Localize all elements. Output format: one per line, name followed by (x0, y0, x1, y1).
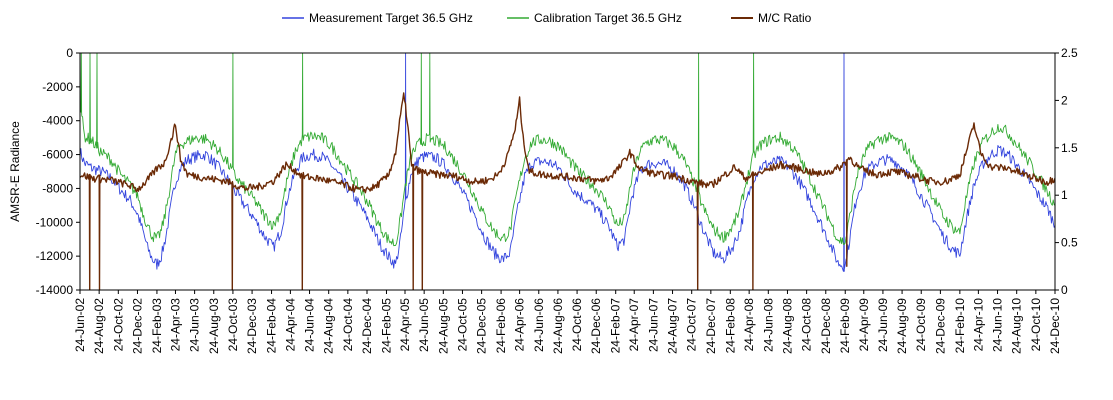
x-tick-label: 24-Apr-04 (283, 298, 297, 352)
legend-label: Calibration Target 36.5 GHz (534, 11, 682, 25)
y-tick-label: -2000 (42, 80, 73, 94)
y2-tick-label: 2.5 (1061, 46, 1078, 60)
y-axis-title: AMSR-E Radiance (8, 121, 22, 222)
x-tick-label: 24-Feb-08 (723, 298, 737, 354)
x-tick-label: 24-Apr-06 (513, 298, 527, 352)
x-tick-label: 24-Jun-02 (73, 298, 87, 352)
x-tick-label: 24-Aug-10 (1010, 298, 1024, 354)
x-tick-label: 24-Feb-06 (494, 298, 508, 354)
y-tick-label: -4000 (42, 114, 73, 128)
x-tick-label: 24-Aug-06 (551, 298, 565, 354)
x-tick-label: 24-Jun-04 (303, 298, 317, 352)
y2-tick-label: 2 (1061, 93, 1068, 107)
x-tick-label: 24-Dec-09 (933, 298, 947, 354)
x-tick-label: 24-Aug-02 (92, 298, 106, 354)
x-tick-label: 24-Feb-09 (838, 298, 852, 354)
x-tick-label: 24-Aug-04 (322, 298, 336, 354)
x-tick-label: 24-Apr-08 (742, 298, 756, 352)
x-tick-label: 24-Dec-06 (589, 298, 603, 354)
x-tick-label: 24-Aug-09 (895, 298, 909, 354)
x-tick-label: 24-Feb-03 (150, 298, 164, 354)
x-tick-label: 24-Feb-10 (953, 298, 967, 354)
x-tick-label: 24-Oct-08 (800, 298, 814, 352)
x-tick-label: 24-Jun-08 (761, 298, 775, 352)
x-tick-label: 24-Aug-05 (436, 298, 450, 354)
x-tick-label: 24-Feb-07 (609, 298, 623, 354)
x-tick-label: 24-Oct-06 (570, 298, 584, 352)
legend-label: M/C Ratio (758, 11, 812, 25)
y-tick-label: -8000 (42, 181, 73, 195)
y2-tick-label: 1.5 (1061, 141, 1078, 155)
x-tick-label: 24-Oct-07 (685, 298, 699, 352)
series-layer (80, 53, 1055, 290)
y2-tick-label: 0 (1061, 283, 1068, 297)
y-tick-label: 0 (66, 46, 73, 60)
x-tick-label: 24-Aug-08 (780, 298, 794, 354)
y-tick-label: -12000 (36, 249, 74, 263)
y2-tick-label: 0.5 (1061, 236, 1078, 250)
y-tick-label: -10000 (36, 215, 74, 229)
series-group (80, 53, 1055, 290)
x-tick-label: 24-Oct-09 (914, 298, 928, 352)
x-tick-label: 24-Dec-05 (475, 298, 489, 354)
x-tick-label: 24-Jun-09 (876, 298, 890, 352)
x-tick-label: 24-Apr-10 (971, 298, 985, 352)
x-tick-label: 24-Feb-05 (379, 298, 393, 354)
plot-frame (79, 52, 1056, 291)
x-tick-label: 24-Oct-03 (226, 298, 240, 352)
x-tick-label: 24-Dec-02 (130, 298, 144, 354)
x-tick-label: 24-Oct-02 (111, 298, 125, 352)
x-tick-label: 24-Jun-10 (991, 298, 1005, 352)
x-tick-label: 24-Oct-04 (341, 298, 355, 352)
x-tick-label: 24-Apr-05 (398, 298, 412, 352)
x-tick-label: 24-Dec-10 (1048, 298, 1062, 354)
series-line (80, 53, 1055, 247)
x-tick-label: 24-Jun-05 (417, 298, 431, 352)
x-tick-label: 24-Aug-07 (666, 298, 680, 354)
x-tick-label: 24-Jun-07 (646, 298, 660, 352)
x-tick-label: 24-Jun-06 (532, 298, 546, 352)
series-line (80, 92, 1055, 290)
x-tick-label: 24-Apr-03 (168, 298, 182, 352)
y2-tick-label: 1 (1061, 188, 1068, 202)
chart-legend: Measurement Target 36.5 GHz Calibration T… (282, 11, 812, 25)
x-tick-label: 24-Oct-05 (455, 298, 469, 352)
x-tick-label: 24-Oct-10 (1029, 298, 1043, 352)
x-tick-label: 24-Jun-03 (188, 298, 202, 352)
x-tick-label: 24-Dec-07 (704, 298, 718, 354)
x-tick-label: 24-Dec-08 (819, 298, 833, 354)
x-tick-label: 24-Dec-03 (245, 298, 259, 354)
x-tick-label: 24-Aug-03 (207, 298, 221, 354)
x-tick-label: 24-Dec-04 (360, 298, 374, 354)
x-tick-label: 24-Apr-09 (857, 298, 871, 352)
y-tick-label: -14000 (36, 283, 74, 297)
x-tick-label: 24-Feb-04 (265, 298, 279, 354)
legend-label: Measurement Target 36.5 GHz (309, 11, 473, 25)
y-tick-label: -6000 (42, 148, 73, 162)
x-tick-label: 24-Apr-07 (627, 298, 641, 352)
axes-layer: 0-2000-4000-6000-8000-10000-12000-140002… (36, 46, 1078, 354)
